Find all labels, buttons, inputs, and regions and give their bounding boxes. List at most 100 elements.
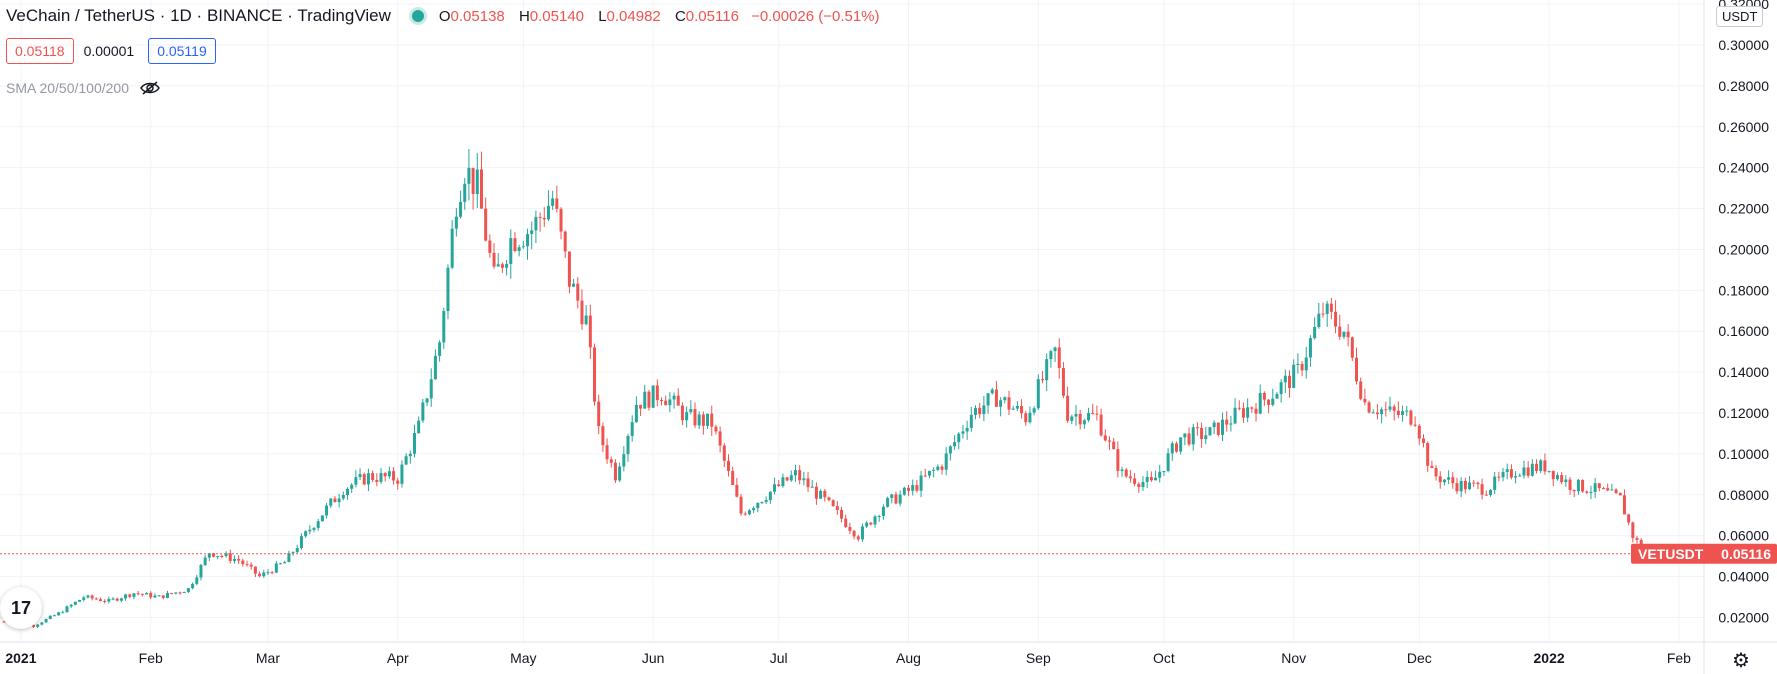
candle-body (1179, 437, 1183, 452)
candle-body (789, 475, 793, 481)
candle-body (593, 347, 597, 402)
candle-body (626, 435, 630, 455)
candle-body (1020, 405, 1024, 414)
buy-price-button[interactable]: 0.05119 (148, 38, 216, 64)
candle-body (103, 600, 107, 602)
candle-body (1099, 414, 1103, 436)
candle-body (371, 473, 375, 480)
candle-body (685, 412, 689, 421)
candle-body (651, 385, 655, 408)
candle-body (1032, 408, 1036, 413)
candle-body (1405, 410, 1409, 412)
candle-body (1631, 522, 1635, 538)
candle-body (86, 595, 90, 598)
sell-price-button[interactable]: 0.05118 (6, 38, 74, 64)
candle-body (52, 615, 56, 617)
candle-body (1145, 477, 1149, 482)
candle-body (722, 445, 726, 461)
candle-body (919, 475, 923, 491)
candle-body (798, 470, 802, 481)
candle-body (660, 400, 664, 402)
candle-body (1434, 467, 1438, 477)
candle-body (542, 217, 546, 220)
candle-body (1635, 537, 1639, 540)
candle-body (890, 494, 894, 499)
candle-body (220, 556, 224, 558)
candle-body (174, 592, 178, 594)
candle-body (1061, 367, 1065, 396)
candle-body (513, 238, 517, 252)
candle-body (1174, 443, 1178, 452)
last-price-label: VETUSDT 0.05116 (1631, 543, 1777, 564)
candle-body (911, 485, 915, 491)
gear-icon[interactable]: ⚙ (1732, 650, 1750, 672)
candle-body (572, 283, 576, 287)
last-price-value: 0.05116 (1721, 546, 1771, 562)
candle-body (827, 497, 831, 501)
candle-body (622, 454, 626, 467)
symbol-title[interactable]: VeChain / TetherUS · 1D · BINANCE · Trad… (6, 6, 391, 25)
candle-body (1267, 399, 1271, 405)
candle-body (1137, 483, 1141, 488)
candle-body (1074, 413, 1078, 417)
candle-body (191, 583, 195, 589)
time-tick-label: Feb (139, 650, 163, 666)
candle-body (153, 595, 157, 598)
candle-body (61, 612, 65, 614)
candle-body (325, 505, 329, 516)
time-tick-label: Nov (1281, 650, 1306, 666)
candle-body (425, 398, 429, 403)
candle-body (1472, 482, 1476, 484)
candle-body (1091, 412, 1095, 414)
candle-body (149, 592, 153, 598)
candle-body (1455, 483, 1459, 492)
candle-body (831, 500, 835, 507)
candle-body (90, 595, 94, 599)
tradingview-logo-icon[interactable]: 17 (0, 587, 42, 629)
candle-body (1384, 409, 1388, 411)
candle-body (701, 414, 705, 426)
price-axis[interactable]: 0.02000 0.04000 0.06000 0.08000 0.10000 0.120… (1718, 0, 1769, 625)
candle-body (1622, 495, 1626, 515)
candle-body (216, 556, 220, 558)
candle-body (36, 624, 40, 627)
candle-body (877, 516, 881, 518)
eye-off-icon[interactable] (139, 80, 161, 96)
candle-body (706, 413, 710, 426)
candle-body (760, 502, 764, 504)
candle-body (1350, 337, 1354, 358)
candle-body (44, 618, 48, 623)
candle-body (1409, 410, 1413, 425)
low-label: L (598, 7, 607, 25)
time-tick-label: Dec (1407, 650, 1432, 666)
candle-body (1158, 471, 1162, 478)
candle-body (279, 563, 283, 565)
sma-indicator-label[interactable]: SMA 20/50/100/200 (6, 80, 129, 96)
candle-body (404, 456, 408, 465)
candle-body (618, 466, 622, 481)
candle-body (446, 267, 450, 312)
candle-body (1334, 311, 1338, 327)
price-tick-label: 0.10000 (1718, 446, 1769, 462)
currency-unit-button[interactable]: USDT (1716, 6, 1764, 27)
candle-body (1363, 398, 1367, 403)
candle-body (459, 201, 463, 217)
candle-body (500, 264, 504, 268)
candle-body (1229, 423, 1233, 425)
time-axis[interactable]: 2021 Feb Mar Apr May Jun Jul Aug Sep Oct Nov Dec 202… (5, 650, 1691, 666)
candle-body (241, 560, 245, 565)
candle-body (1045, 359, 1049, 381)
candle-body (735, 484, 739, 497)
candle-body (1355, 357, 1359, 382)
candle-body (932, 469, 936, 471)
candle-body (689, 409, 693, 413)
candle-body (1476, 482, 1480, 485)
candle-body (655, 385, 659, 401)
candle-body (869, 522, 873, 525)
candle-body (1271, 398, 1275, 405)
candle-body (923, 475, 927, 477)
candle-body (463, 183, 467, 202)
candle-body (714, 426, 718, 432)
candle-body (609, 459, 613, 463)
